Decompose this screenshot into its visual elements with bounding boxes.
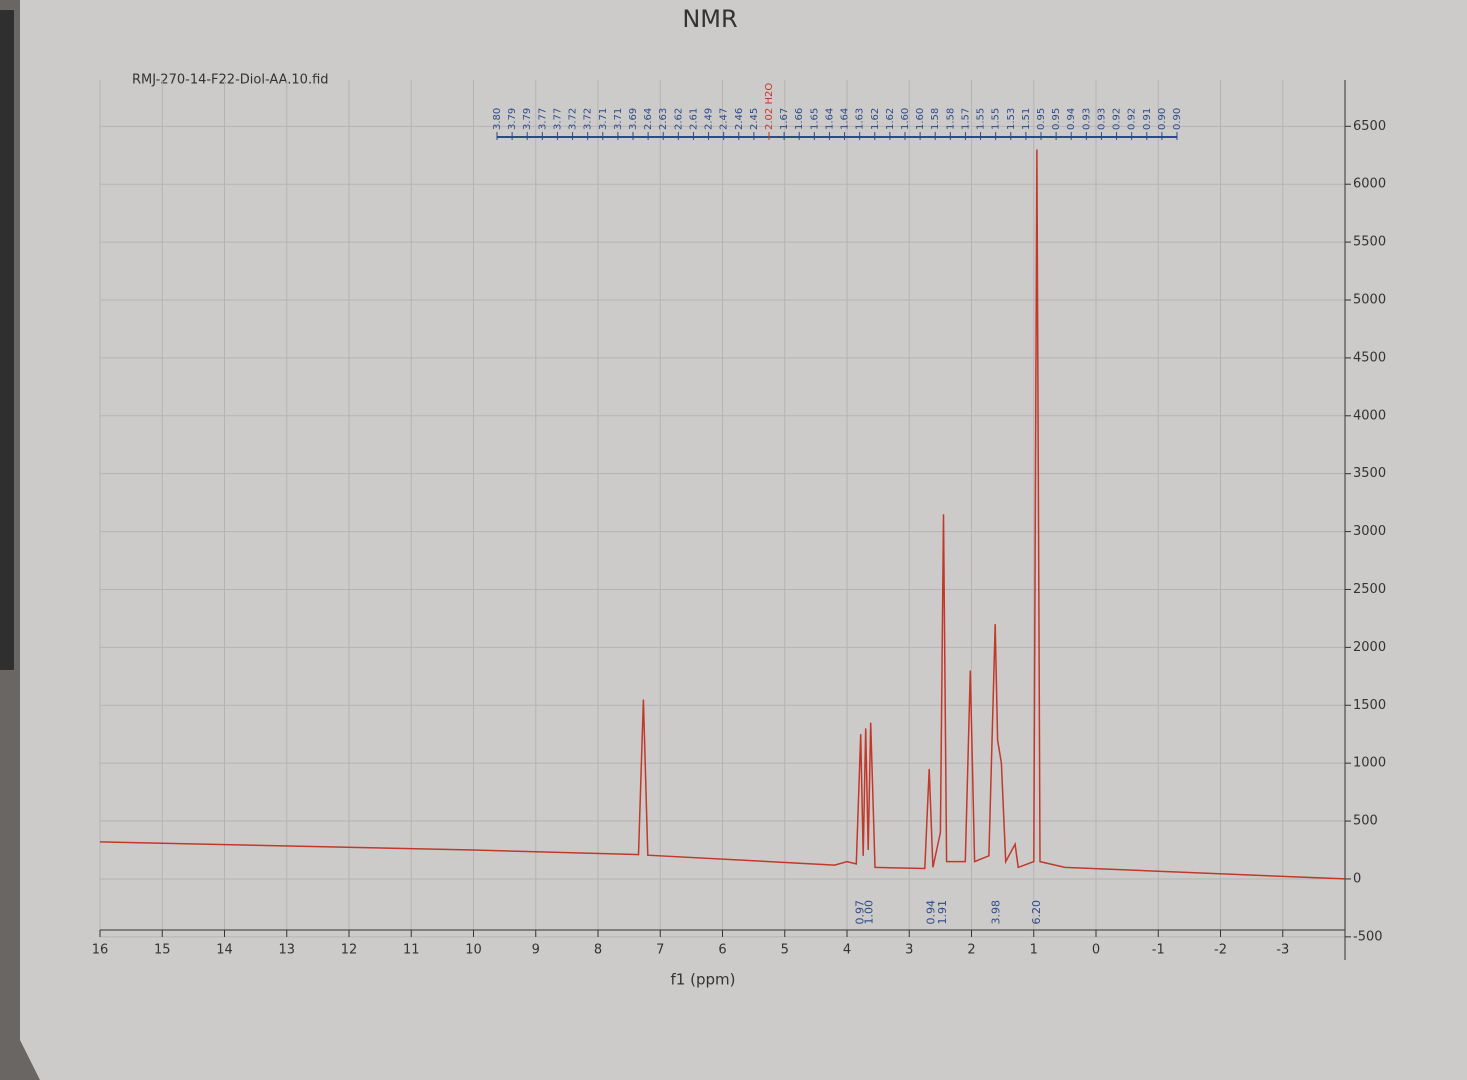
integral-label: 0.97 xyxy=(854,900,867,925)
y-tick-label: 3000 xyxy=(1353,524,1386,539)
x-tick-label: 15 xyxy=(154,943,171,958)
spiral-binding xyxy=(0,10,14,670)
y-tick-label: 6500 xyxy=(1353,119,1386,134)
x-tick-label: -2 xyxy=(1214,943,1227,958)
peak-label: 1.66 xyxy=(794,108,805,130)
x-tick-label: 5 xyxy=(781,943,789,958)
peak-label: 1.60 xyxy=(915,108,926,130)
peak-label: 0.91 xyxy=(1142,108,1153,130)
peak-label: 0.93 xyxy=(1081,108,1092,130)
x-tick-label: 6 xyxy=(718,943,726,958)
peak-label: 2.61 xyxy=(688,108,699,130)
y-tick-label: 3500 xyxy=(1353,466,1386,481)
x-tick-label: -3 xyxy=(1276,943,1289,958)
x-tick-label: 9 xyxy=(532,943,540,958)
y-tick-label: 4500 xyxy=(1353,350,1386,365)
peak-label: 1.51 xyxy=(1021,108,1032,130)
peak-label: 1.58 xyxy=(945,108,956,130)
peak-label: 2.45 xyxy=(749,108,760,130)
peak-label: 1.57 xyxy=(960,108,971,130)
integral-label: 3.98 xyxy=(989,900,1002,925)
peak-label: 1.64 xyxy=(840,108,851,130)
peak-label: 3.79 xyxy=(507,108,518,130)
peak-label: 2.64 xyxy=(643,108,654,130)
x-tick-label: 7 xyxy=(656,943,664,958)
handwritten-note: NMR xyxy=(682,5,737,33)
peak-label: 2.46 xyxy=(734,108,745,130)
peak-label: 3.71 xyxy=(613,108,624,130)
peak-label: 3.72 xyxy=(583,108,594,130)
spectrum-line xyxy=(99,149,1346,880)
x-tick-label: 1 xyxy=(1030,943,1038,958)
x-tick-label: 0 xyxy=(1092,943,1100,958)
peak-label: 2.47 xyxy=(719,108,730,130)
y-tick-label: 0 xyxy=(1353,871,1361,886)
peak-label: 0.90 xyxy=(1172,108,1183,130)
peak-label: 1.58 xyxy=(930,108,941,130)
peak-label: 1.63 xyxy=(855,108,866,130)
x-tick-label: 14 xyxy=(216,943,233,958)
y-tick-label: 2500 xyxy=(1353,582,1386,597)
peak-label: 0.92 xyxy=(1127,108,1138,130)
peak-label: 1.67 xyxy=(779,108,790,130)
y-tick-label: 5000 xyxy=(1353,293,1386,308)
peak-label: 1.62 xyxy=(870,108,881,130)
x-tick-label: 4 xyxy=(843,943,851,958)
peak-label: 2.49 xyxy=(704,108,715,130)
peak-label: 1.55 xyxy=(976,108,987,130)
x-tick-label: 3 xyxy=(905,943,913,958)
integral-label: 0.94 xyxy=(925,900,938,925)
peak-label: 0.94 xyxy=(1066,108,1077,130)
chart-title: RMJ-270-14-F22-Diol-AA.10.fid xyxy=(132,73,329,88)
y-tick-label: 500 xyxy=(1353,814,1378,829)
peak-label: 3.71 xyxy=(598,108,609,130)
integral-label: 6.20 xyxy=(1030,900,1043,925)
x-tick-label: 16 xyxy=(92,943,109,958)
peak-label: 3.80 xyxy=(492,108,503,130)
paper xyxy=(20,0,1467,1080)
peak-label: 1.64 xyxy=(824,108,835,130)
peak-label: 0.95 xyxy=(1051,108,1062,130)
peak-label: 1.62 xyxy=(885,108,896,130)
peak-label: 2.62 xyxy=(673,108,684,130)
x-tick-label: 11 xyxy=(403,943,420,958)
peak-label: 2.02 H2O xyxy=(764,83,775,130)
peak-label: 1.55 xyxy=(991,108,1002,130)
peak-label: 0.92 xyxy=(1112,108,1123,130)
x-tick-label: 2 xyxy=(967,943,975,958)
y-tick-label: 5500 xyxy=(1353,235,1386,250)
integral-label: 1.00 xyxy=(862,900,875,925)
peak-label: 3.72 xyxy=(568,108,579,130)
peak-label: 2.63 xyxy=(658,108,669,130)
peak-label: 0.90 xyxy=(1157,108,1168,130)
y-tick-label: 1500 xyxy=(1353,698,1386,713)
x-tick-label: 10 xyxy=(465,943,482,958)
peak-label: 3.77 xyxy=(537,108,548,130)
peak-label: 1.53 xyxy=(1006,108,1017,130)
peak-label: 1.60 xyxy=(900,108,911,130)
x-tick-label: 12 xyxy=(341,943,358,958)
peak-label: 0.93 xyxy=(1096,108,1107,130)
peak-label: 0.95 xyxy=(1036,108,1047,130)
y-tick-label: 1000 xyxy=(1353,756,1386,771)
peak-label: 3.77 xyxy=(552,108,563,130)
y-tick-label: 4000 xyxy=(1353,408,1386,423)
peak-label: 1.65 xyxy=(809,108,820,130)
peak-label: 3.69 xyxy=(628,108,639,130)
peak-label: 3.79 xyxy=(522,108,533,130)
x-tick-label: 8 xyxy=(594,943,602,958)
y-tick-label: -500 xyxy=(1353,929,1383,944)
integral-label: 1.91 xyxy=(936,900,949,925)
x-tick-label: 13 xyxy=(278,943,295,958)
x-axis-label: f1 (ppm) xyxy=(671,971,736,989)
y-tick-label: 6000 xyxy=(1353,177,1386,192)
x-tick-label: -1 xyxy=(1152,943,1165,958)
y-tick-label: 2000 xyxy=(1353,640,1386,655)
